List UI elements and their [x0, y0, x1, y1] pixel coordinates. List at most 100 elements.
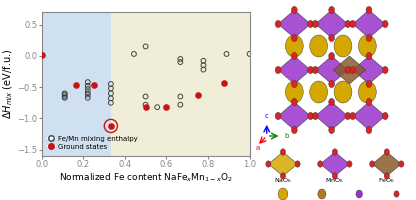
- Point: [38, 53, 45, 56]
- Circle shape: [275, 20, 281, 28]
- Circle shape: [329, 126, 334, 134]
- Circle shape: [347, 161, 352, 167]
- Circle shape: [285, 35, 303, 57]
- Point: [107, 82, 114, 86]
- Polygon shape: [315, 56, 348, 84]
- Bar: [111, 12, 250, 156]
- Circle shape: [345, 20, 351, 28]
- Circle shape: [278, 188, 288, 200]
- Circle shape: [366, 126, 372, 134]
- Circle shape: [307, 66, 314, 74]
- Point: [177, 60, 184, 64]
- Point: [62, 92, 68, 95]
- Polygon shape: [353, 102, 385, 130]
- Circle shape: [312, 112, 318, 120]
- Polygon shape: [353, 56, 385, 84]
- Polygon shape: [278, 10, 310, 38]
- Point: [246, 52, 253, 56]
- Circle shape: [280, 173, 285, 179]
- Circle shape: [350, 112, 356, 120]
- Circle shape: [329, 6, 334, 14]
- Circle shape: [312, 66, 318, 74]
- Circle shape: [369, 161, 375, 167]
- Point: [62, 95, 68, 98]
- Circle shape: [366, 34, 372, 42]
- Circle shape: [312, 20, 318, 28]
- Circle shape: [310, 35, 327, 57]
- Text: MnO$_6$: MnO$_6$: [325, 176, 344, 185]
- Circle shape: [310, 81, 327, 103]
- Circle shape: [359, 35, 376, 57]
- Circle shape: [318, 189, 326, 199]
- Point: [177, 95, 184, 98]
- Circle shape: [366, 6, 372, 14]
- Circle shape: [275, 66, 281, 74]
- Point: [200, 68, 207, 71]
- Point: [84, 91, 91, 94]
- Circle shape: [356, 190, 362, 198]
- Circle shape: [295, 161, 300, 167]
- Point: [84, 84, 91, 87]
- Polygon shape: [372, 152, 401, 176]
- Y-axis label: $\Delta H_{mix}$ (eV/f.u.): $\Delta H_{mix}$ (eV/f.u.): [1, 49, 15, 119]
- Legend: Fe/Mn mixing enthalpy, Ground states: Fe/Mn mixing enthalpy, Ground states: [45, 133, 140, 153]
- Circle shape: [366, 80, 372, 88]
- Point: [62, 96, 68, 99]
- Circle shape: [291, 34, 297, 42]
- Polygon shape: [315, 10, 348, 38]
- Point: [223, 52, 230, 56]
- Point: [142, 103, 149, 106]
- Circle shape: [350, 66, 356, 74]
- Circle shape: [399, 161, 404, 167]
- Circle shape: [345, 112, 351, 120]
- Point: [142, 95, 149, 98]
- Point: [154, 106, 161, 109]
- Circle shape: [307, 112, 314, 120]
- Circle shape: [291, 80, 297, 88]
- Circle shape: [329, 34, 334, 42]
- Circle shape: [329, 80, 334, 88]
- Point: [200, 59, 207, 62]
- Point: [107, 87, 114, 90]
- Point: [177, 103, 184, 106]
- Circle shape: [384, 173, 389, 179]
- Point: [84, 96, 91, 99]
- Polygon shape: [268, 152, 297, 176]
- Point: [200, 64, 207, 67]
- Circle shape: [332, 149, 337, 155]
- Circle shape: [332, 173, 337, 179]
- Circle shape: [291, 52, 297, 60]
- Circle shape: [307, 20, 314, 28]
- Point: [177, 57, 184, 61]
- Text: a: a: [255, 145, 260, 151]
- Polygon shape: [320, 152, 349, 176]
- Circle shape: [366, 52, 372, 60]
- Circle shape: [266, 161, 271, 167]
- Circle shape: [334, 81, 352, 103]
- Circle shape: [366, 98, 372, 106]
- Point: [107, 97, 114, 100]
- Point: [142, 106, 149, 109]
- Point: [38, 53, 45, 56]
- Polygon shape: [315, 102, 348, 130]
- Circle shape: [350, 20, 356, 28]
- Circle shape: [382, 20, 388, 28]
- Circle shape: [280, 149, 285, 155]
- Point: [84, 93, 91, 96]
- Point: [62, 93, 68, 96]
- Text: c: c: [265, 113, 269, 119]
- Circle shape: [334, 35, 352, 57]
- Circle shape: [382, 112, 388, 120]
- Point: [107, 124, 114, 128]
- Circle shape: [291, 6, 297, 14]
- Point: [220, 81, 227, 84]
- Point: [131, 52, 137, 56]
- Circle shape: [329, 52, 334, 60]
- Text: NaO$_6$: NaO$_6$: [274, 176, 292, 185]
- Point: [84, 87, 91, 91]
- Polygon shape: [278, 102, 310, 130]
- Text: FeO$_6$: FeO$_6$: [379, 176, 395, 185]
- Circle shape: [359, 81, 376, 103]
- Point: [194, 93, 201, 96]
- Circle shape: [394, 191, 399, 197]
